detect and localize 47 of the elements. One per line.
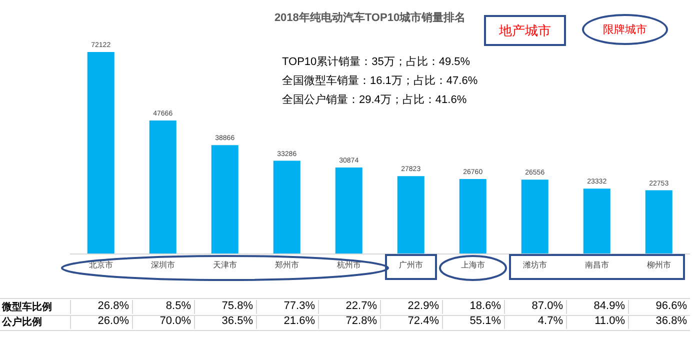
x-tick-label: 柳州市 — [647, 260, 671, 270]
text: 36.8% — [628, 315, 687, 329]
text: 96.6% — [628, 300, 687, 314]
text: 72.8% — [318, 315, 377, 329]
bar — [211, 145, 238, 254]
bar — [583, 188, 610, 254]
ellipse-outline: 限牌城市 — [582, 14, 668, 45]
text: 22.7% — [318, 300, 377, 314]
text: 微型车比例 — [2, 300, 52, 314]
bar — [645, 190, 672, 254]
bar — [521, 180, 548, 254]
x-tick-label: 潍坊市 — [523, 260, 547, 270]
x-tick-label: 天津市 — [213, 260, 237, 270]
text: 11.0% — [566, 315, 625, 329]
text: 72.4% — [380, 315, 439, 329]
text: 4.7% — [504, 315, 563, 329]
bar — [273, 160, 300, 254]
x-tick-label: 上海市 — [461, 260, 485, 270]
bar — [459, 179, 486, 254]
rectangle-outline: 地产城市 — [484, 15, 566, 46]
text: 36.5% — [194, 315, 253, 329]
text: 55.1% — [442, 315, 501, 329]
text: 公户比例 — [2, 315, 42, 329]
bar — [149, 120, 176, 254]
text: 21.6% — [256, 315, 315, 329]
text: 26.0% — [70, 315, 129, 329]
annotation: TOP10累计销量：35万；占比：49.5% — [282, 55, 472, 70]
text: 75.8% — [194, 300, 253, 314]
x-tick-label: 郑州市 — [275, 260, 299, 270]
annotation: 全国微型车销量：16.1万；占比：47.6% — [282, 74, 478, 89]
text: 87.0% — [504, 300, 563, 314]
x-tick-label: 杭州市 — [336, 260, 361, 270]
x-tick-label: 深圳市 — [151, 260, 175, 270]
text: 22.9% — [380, 300, 439, 314]
text: 18.6% — [442, 300, 501, 314]
annotation: 全国公户销量：29.4万；占比：41.6% — [282, 92, 468, 108]
text: 26.8% — [70, 300, 129, 314]
x-tick-label: 广州市 — [399, 260, 423, 270]
text: 77.3% — [256, 300, 315, 314]
x-tick-label: 南昌市 — [585, 260, 609, 270]
bar — [397, 176, 424, 254]
bar — [335, 168, 362, 254]
text: 70.0% — [132, 315, 191, 329]
text: 84.9% — [566, 300, 625, 314]
bar — [87, 52, 114, 254]
text: 8.5% — [132, 300, 191, 314]
chart-title: 2018年纯电动汽车TOP10城市销量排名 — [274, 12, 466, 24]
